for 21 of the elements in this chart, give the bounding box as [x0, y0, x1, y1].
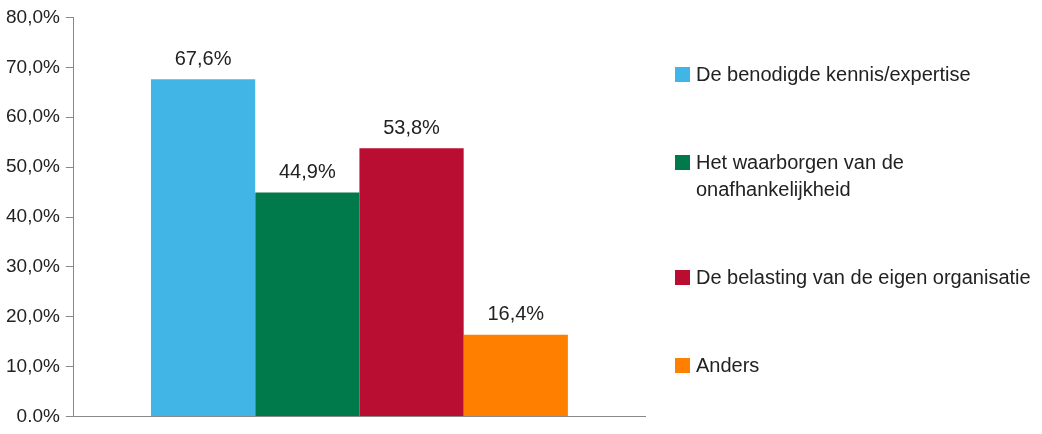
data-label: 53,8%: [383, 115, 441, 138]
legend-label: De benodigde kennis/expertise: [696, 61, 971, 87]
bar: [359, 148, 464, 417]
data-label: 67,6%: [174, 46, 232, 69]
bar: [463, 334, 568, 417]
bar: [150, 79, 256, 417]
y-tick-label: 20,0%: [6, 305, 60, 327]
legend-label: De belasting van de eigen organisatie: [696, 265, 1031, 291]
y-tick-label: 10,0%: [6, 354, 60, 376]
data-label: 44,9%: [278, 160, 336, 183]
y-tick-label: 60,0%: [6, 105, 60, 127]
legend-label: Anders: [696, 353, 760, 379]
y-tick-label: 30,0%: [6, 255, 60, 277]
y-tick-label: 70,0%: [6, 55, 60, 77]
y-tick-label: 80,0%: [6, 5, 60, 27]
data-label: 16,4%: [487, 302, 545, 325]
y-tick-label: 0.0%: [16, 404, 60, 426]
bar: [255, 192, 360, 417]
legend-label: Het waarborgen van de onafhankelijkheid: [696, 149, 905, 202]
y-tick-label: 40,0%: [6, 205, 60, 227]
y-tick-label: 50,0%: [6, 155, 60, 177]
